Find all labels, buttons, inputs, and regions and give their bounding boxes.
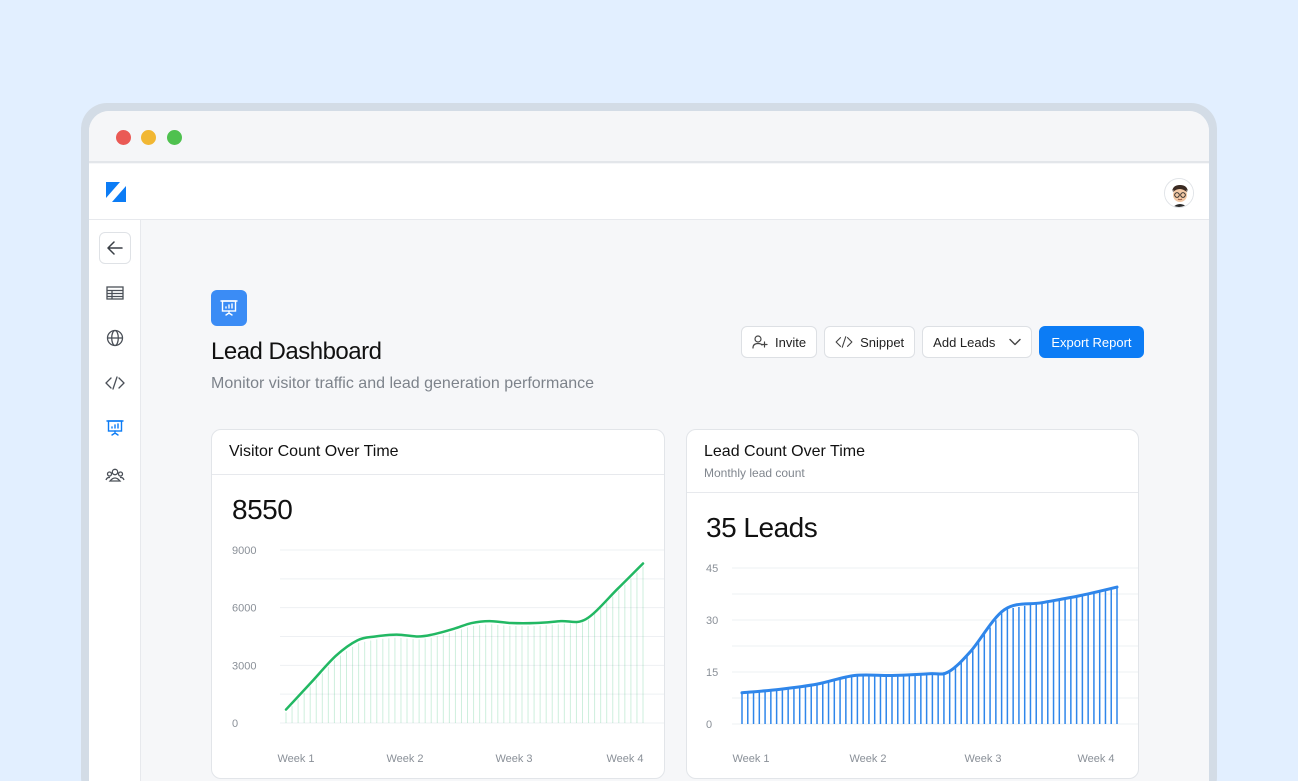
x-tick-label: Week 3 [495,753,532,765]
export-report-label: Export Report [1051,334,1132,350]
users-group-icon [105,468,125,482]
user-avatar[interactable] [1164,178,1194,208]
x-tick-label: Week 2 [386,753,423,765]
lead-chart: 45 30 15 0 Week 1 Week 2 Week 3 Week 4 [706,563,1138,765]
y-tick-label: 0 [706,719,712,731]
y-tick-label: 0 [232,718,238,730]
sidebar-item-people[interactable] [99,459,131,491]
invite-label: Invite [775,334,807,350]
add-leads-label: Add Leads [933,334,996,350]
page-actions: Invite Snippet Add Leads Export Report [741,326,1144,358]
y-tick-label: 3000 [232,660,256,672]
table-icon [106,286,124,300]
presentation-chart-icon [220,300,238,316]
snippet-label: Snippet [860,334,905,350]
y-tick-label: 9000 [232,545,256,557]
sidebar-item-code[interactable] [99,367,131,399]
lead-card-description: Monthly lead count [704,466,805,480]
arrow-left-icon [107,241,123,255]
visitor-count-card: Visitor Count Over Time 8550 9000 6000 300… [211,429,665,779]
series-line [740,585,1119,695]
visitor-chart: 9000 6000 3000 0 Week 1 Week 2 Week 3 Week 4 [232,545,664,765]
y-tick-label: 6000 [232,603,256,615]
presentation-chart-icon [106,420,124,436]
code-icon [835,336,853,348]
x-tick-label: Week 4 [606,753,643,765]
globe-icon [106,329,124,347]
page-subtitle: Monitor visitor traffic and lead generat… [211,375,595,392]
sidebar-item-tables[interactable] [99,277,131,309]
brand-logo-icon[interactable] [106,182,126,202]
user-plus-icon [752,335,768,349]
code-icon [105,376,125,390]
user-avatar-icon [1165,179,1193,207]
sidebar-item-dashboard[interactable] [99,412,131,444]
x-tick-label: Week 1 [732,753,769,765]
series-line [284,562,645,711]
y-tick-label: 15 [706,667,718,679]
app-header [89,164,1209,220]
x-tick-label: Week 3 [964,753,1001,765]
close-window-button[interactable] [116,130,131,145]
x-tick-label: Week 4 [1077,753,1114,765]
minimize-window-button[interactable] [141,130,156,145]
x-tick-label: Week 2 [849,753,886,765]
lead-count-card: Lead Count Over Time Monthly lead count … [686,429,1139,779]
visitor-card-title: Visitor Count Over Time [229,443,399,460]
add-leads-dropdown[interactable]: Add Leads [922,326,1033,358]
maximize-window-button[interactable] [167,130,182,145]
lead-count-value: 35 Leads [706,512,818,543]
page-title: Lead Dashboard [211,338,382,365]
chevron-down-icon [1009,338,1022,346]
browser-window: Lead Dashboard Monitor visitor traffic a… [89,111,1209,781]
main-content: Lead Dashboard Monitor visitor traffic a… [141,220,1209,781]
snippet-button[interactable]: Snippet [824,326,916,358]
visitor-count-value: 8550 [232,494,293,525]
y-tick-label: 30 [706,615,718,627]
y-tick-label: 45 [706,563,718,575]
sidebar [89,220,141,781]
page-icon [211,290,247,326]
export-report-button[interactable]: Export Report [1039,326,1144,358]
sidebar-item-back[interactable] [99,232,131,264]
visitor-card-header: Visitor Count Over Time [212,430,664,475]
lead-card-title: Lead Count Over Time [704,443,865,460]
lead-card-header: Lead Count Over Time Monthly lead count [687,430,1138,493]
x-tick-label: Week 1 [277,753,314,765]
window-titlebar [89,111,1209,163]
invite-button[interactable]: Invite [741,326,818,358]
sidebar-item-websites[interactable] [99,322,131,354]
